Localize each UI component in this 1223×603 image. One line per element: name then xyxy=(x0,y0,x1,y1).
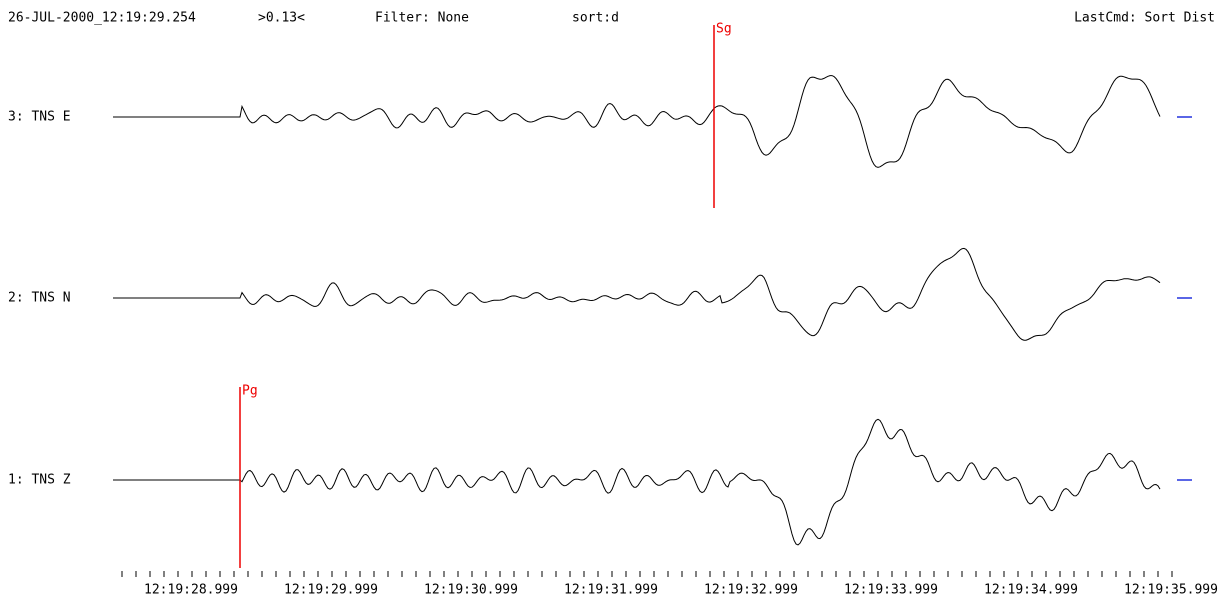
time-label: 12:19:32.999 xyxy=(704,583,798,598)
time-axis: 12:19:28.999 12:19:29.999 12:19:30.999 12:1… xyxy=(121,571,1218,598)
time-label: 12:19:35.999 xyxy=(1124,583,1218,598)
last-command: LastCmd: Sort Dist xyxy=(1074,11,1215,26)
time-label: 12:19:28.999 xyxy=(144,583,238,598)
pick-label: Sg xyxy=(716,22,732,37)
sort: sort:d xyxy=(572,11,619,26)
waveform xyxy=(113,418,1161,546)
trace-label: 3: TNS E xyxy=(8,110,71,125)
filter: Filter: None xyxy=(375,11,469,26)
time-label: 12:19:33.999 xyxy=(844,583,938,598)
time-label: 12:19:34.999 xyxy=(984,583,1078,598)
trace-label: 1: TNS Z xyxy=(8,473,71,488)
pick-label: Pg xyxy=(242,384,258,399)
marker: >0.13< xyxy=(258,11,305,26)
time-label: 12:19:31.999 xyxy=(564,583,658,598)
timestamp: 26-JUL-2000_12:19:29.254 xyxy=(8,11,196,26)
time-label: 12:19:29.999 xyxy=(284,583,378,598)
trace-label: 2: TNS N xyxy=(8,291,71,306)
waveform xyxy=(113,247,1161,341)
time-label: 12:19:30.999 xyxy=(424,583,518,598)
waveforms xyxy=(113,75,1161,546)
waveform xyxy=(113,75,1161,168)
